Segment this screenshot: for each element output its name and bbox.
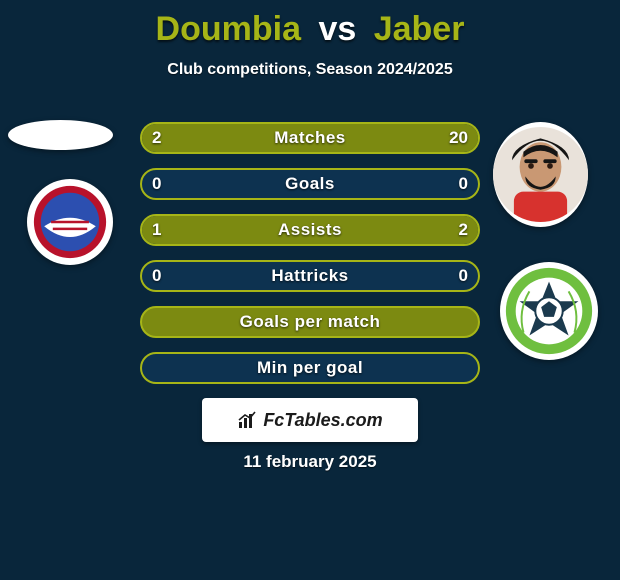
stat-label: Goals (142, 170, 478, 198)
stat-value-left: 0 (152, 170, 161, 198)
chart-icon (237, 410, 257, 430)
player2-avatar (493, 122, 588, 227)
subtitle: Club competitions, Season 2024/2025 (0, 61, 620, 79)
stats-area: Matches220Goals00Assists12Hattricks00Goa… (140, 122, 480, 398)
stat-label: Matches (142, 124, 478, 152)
stat-row: Hattricks0 0 (140, 260, 480, 292)
stat-row: Min per goal (140, 352, 480, 384)
player2-avatar-img (493, 122, 588, 227)
stat-row: Assists1 2 (140, 214, 480, 246)
stat-value-left: 0 (152, 262, 161, 290)
stat-value-right: 2 (459, 216, 468, 244)
stat-label: Assists (142, 216, 478, 244)
source-badge[interactable]: FcTables.com (202, 398, 418, 442)
stat-value-right: 20 (449, 124, 468, 152)
date-text: 11 february 2025 (0, 452, 620, 472)
page-title: Doumbia vs Jaber (0, 0, 620, 49)
player2-club-logo (500, 262, 598, 360)
club-logo-right-svg (500, 262, 598, 360)
comparison-card: Doumbia vs Jaber Club competitions, Seas… (0, 0, 620, 580)
stat-value-right: 0 (459, 262, 468, 290)
stat-row: Goals0 0 (140, 168, 480, 200)
club-logo-left-svg (27, 179, 113, 265)
source-badge-text: FcTables.com (263, 410, 382, 431)
stat-label: Hattricks (142, 262, 478, 290)
stat-row: Goals per match (140, 306, 480, 338)
title-player1: Doumbia (156, 10, 301, 48)
title-player2: Jaber (374, 10, 465, 48)
stat-row: Matches2 20 (140, 122, 480, 154)
player1-avatar (8, 120, 113, 150)
stat-label: Min per goal (142, 354, 478, 382)
stat-value-right: 0 (459, 170, 468, 198)
stat-value-left: 1 (152, 216, 161, 244)
player1-club-logo (27, 179, 113, 265)
stat-label: Goals per match (142, 308, 478, 336)
title-vs: vs (318, 10, 356, 48)
stat-value-left: 2 (152, 124, 161, 152)
